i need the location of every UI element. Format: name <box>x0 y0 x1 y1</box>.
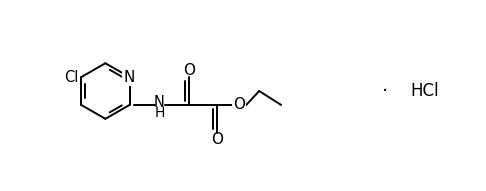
Text: O: O <box>183 63 195 78</box>
Text: N: N <box>124 70 135 85</box>
Text: HCl: HCl <box>410 82 439 100</box>
Text: H: H <box>154 106 165 120</box>
Text: O: O <box>211 132 224 147</box>
Text: Cl: Cl <box>64 70 78 85</box>
Text: ·: · <box>382 82 388 100</box>
Text: N: N <box>154 96 165 110</box>
Text: O: O <box>233 97 245 112</box>
